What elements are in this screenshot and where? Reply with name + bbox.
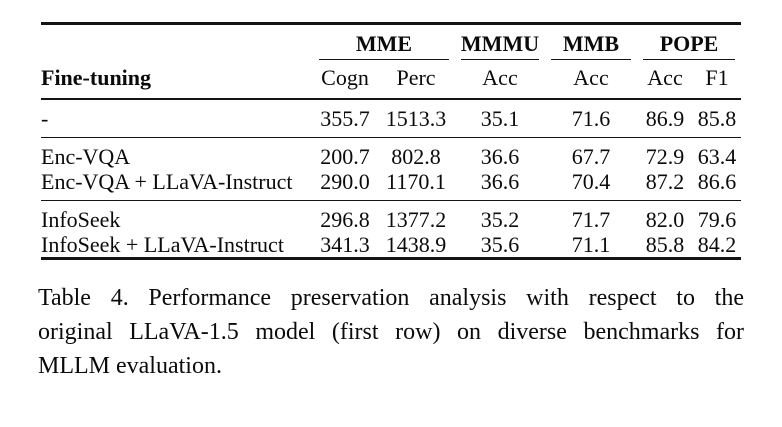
results-table: MME MMMU MMB POPE Fine-tuning Cogn Perc … bbox=[41, 22, 742, 260]
metric-value: 355.7 bbox=[313, 99, 377, 138]
metric-value: 85.8 bbox=[645, 232, 685, 257]
metric-value: 1170.1 bbox=[377, 169, 456, 201]
metric-value: 63.4 bbox=[697, 144, 737, 169]
row-label: Enc-VQA + LLaVA-Instruct bbox=[41, 169, 313, 201]
column-header-pope-acc: Acc bbox=[637, 60, 694, 100]
table-caption: Table 4. Performance preservation analys… bbox=[38, 281, 744, 383]
metric-value: 71.7 bbox=[571, 207, 611, 232]
col-group-mme: MME bbox=[313, 24, 455, 61]
metric-value: 35.6 bbox=[480, 232, 520, 257]
sub-header-row: Fine-tuning Cogn Perc Acc Acc Acc F1 bbox=[41, 60, 742, 100]
metric-value: 35.1 bbox=[455, 99, 546, 138]
metric-value: 296.8 bbox=[320, 207, 370, 232]
table-row-infoseek-llava-instruct: InfoSeek + LLaVA-Instruct 341.3 1438.9 3… bbox=[41, 232, 741, 259]
metric-value: 87.2 bbox=[637, 169, 694, 201]
metric-value: 71.1 bbox=[571, 232, 611, 257]
metric-value: 290.0 bbox=[313, 169, 377, 201]
table-container: MME MMMU MMB POPE Fine-tuning Cogn Perc … bbox=[41, 22, 742, 260]
metric-value: 86.9 bbox=[637, 99, 694, 138]
metric-value: 72.9 bbox=[645, 144, 685, 169]
metric-value: 1377.2 bbox=[385, 207, 447, 232]
column-header-fine-tuning: Fine-tuning bbox=[41, 60, 313, 100]
metric-value: 36.6 bbox=[455, 169, 546, 201]
column-header-cogn: Cogn bbox=[313, 60, 377, 100]
metric-value: 341.3 bbox=[320, 232, 370, 257]
metric-value: 802.8 bbox=[391, 144, 441, 169]
row-label: InfoSeek + LLaVA-Instruct bbox=[41, 232, 284, 257]
column-header-pope-f1: F1 bbox=[693, 60, 742, 100]
metric-value: 71.6 bbox=[545, 99, 638, 138]
table-figure: MME MMMU MMB POPE Fine-tuning Cogn Perc … bbox=[0, 22, 782, 383]
group-header-empty bbox=[41, 24, 313, 61]
metric-value: 82.0 bbox=[645, 207, 685, 232]
metric-value: 1513.3 bbox=[377, 99, 456, 138]
metric-value: 200.7 bbox=[320, 144, 370, 169]
metric-value: 70.4 bbox=[545, 169, 638, 201]
column-header-mmmu-acc: Acc bbox=[455, 60, 546, 100]
metric-value: 35.2 bbox=[480, 207, 520, 232]
row-label: Enc-VQA bbox=[41, 144, 131, 169]
metric-value: 84.2 bbox=[697, 232, 737, 257]
table-row-enc-vqa: Enc-VQA 200.7 802.8 36.6 67.7 72.9 63.4 bbox=[41, 138, 741, 170]
caption-line-2: original LLaVA-1.5 model (first row) on … bbox=[38, 319, 744, 345]
caption-line-3: MLLM evaluation. bbox=[38, 353, 222, 379]
col-group-mmmu: MMMU bbox=[455, 24, 545, 61]
table-row-enc-vqa-llava-instruct: Enc-VQA + LLaVA-Instruct 290.0 1170.1 36… bbox=[41, 169, 742, 201]
col-group-pope: POPE bbox=[637, 24, 741, 61]
metric-value: 36.6 bbox=[480, 144, 520, 169]
column-header-perc: Perc bbox=[377, 60, 456, 100]
column-header-mmb-acc: Acc bbox=[545, 60, 638, 100]
row-label: - bbox=[41, 99, 313, 138]
metric-value: 86.6 bbox=[693, 169, 742, 201]
metric-value: 85.8 bbox=[693, 99, 742, 138]
metric-value: 1438.9 bbox=[385, 232, 447, 257]
table-row-infoseek: InfoSeek 296.8 1377.2 35.2 71.7 82.0 79.… bbox=[41, 201, 741, 233]
group-header-row: MME MMMU MMB POPE bbox=[41, 24, 741, 61]
col-group-mmb: MMB bbox=[545, 24, 637, 61]
row-label: InfoSeek bbox=[41, 207, 121, 232]
metric-value: 67.7 bbox=[571, 144, 611, 169]
metric-value: 79.6 bbox=[697, 207, 737, 232]
caption-line-1: Table 4. Performance preservation analys… bbox=[38, 285, 744, 311]
table-row-baseline: - 355.7 1513.3 35.1 71.6 86.9 85.8 bbox=[41, 99, 742, 138]
